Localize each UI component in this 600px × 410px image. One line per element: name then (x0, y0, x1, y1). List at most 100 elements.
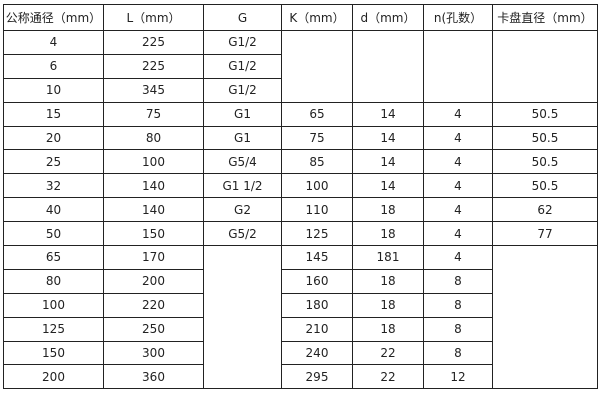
cell-length: 345 (103, 77, 204, 103)
cell-thread: G1 (203, 125, 282, 151)
header-d: d（mm） (352, 4, 424, 31)
cell-chuck-diameter: 62 (492, 197, 598, 223)
cell-holes: 4 (423, 149, 493, 175)
cell-nominal-diameter: 100 (3, 292, 104, 318)
header-row: 公称通径（mm） L（mm） G K（mm） d（mm） n(孔数） 卡盘直径（… (3, 4, 598, 31)
cell-nominal-diameter: 65 (3, 245, 104, 270)
cell-nominal-diameter: 200 (3, 364, 104, 390)
cell-nominal-diameter: 20 (3, 125, 104, 151)
header-holes: n(孔数） (423, 4, 493, 31)
table-row: 4 225 G1/2 (3, 30, 598, 103)
cell-length: 140 (103, 197, 204, 223)
cell-length: 150 (103, 221, 204, 247)
table-row: 65 170 145 181 4 (3, 245, 598, 390)
cell-d: 14 (352, 149, 424, 175)
cell-k: 240 (281, 340, 353, 366)
cell-holes: 8 (423, 268, 493, 294)
cell-holes: 4 (423, 101, 493, 127)
cell-d: 22 (352, 340, 424, 366)
cell-length: 225 (103, 30, 204, 55)
cell-length: 300 (103, 340, 204, 366)
cell-nominal-diameter: 25 (3, 149, 104, 175)
cell-chuck-diameter: 50.5 (492, 173, 598, 199)
cell-k-empty (281, 30, 353, 103)
table-row: 25 100 G5/4 85 14 4 50.5 (3, 149, 598, 175)
cell-length: 360 (103, 364, 204, 390)
cell-thread: G1 1/2 (203, 173, 282, 199)
table-row: 32 140 G1 1/2 100 14 4 50.5 (3, 173, 598, 199)
cell-d: 181 (352, 245, 424, 270)
cell-d-empty (352, 30, 424, 103)
cell-holes: 4 (423, 173, 493, 199)
header-nominal-diameter: 公称通径（mm） (3, 4, 104, 31)
cell-d: 18 (352, 316, 424, 342)
header-k: K（mm） (281, 4, 353, 31)
cell-d: 18 (352, 292, 424, 318)
cell-k: 110 (281, 197, 353, 223)
cell-nominal-diameter: 15 (3, 101, 104, 127)
cell-holes: 4 (423, 221, 493, 247)
cell-holes-empty (423, 30, 493, 103)
cell-holes: 4 (423, 197, 493, 223)
cell-d: 14 (352, 125, 424, 151)
cell-chuck-empty (492, 30, 598, 103)
table-row: 50 150 G5/2 125 18 4 77 (3, 221, 598, 247)
cell-nominal-diameter: 40 (3, 197, 104, 223)
cell-holes: 12 (423, 364, 493, 390)
table-row: 200 360 295 22 12 (3, 364, 598, 390)
cell-k: 210 (281, 316, 353, 342)
cell-thread: G1/2 (203, 30, 282, 55)
cell-length: 100 (103, 149, 204, 175)
cell-k: 125 (281, 221, 353, 247)
cell-thread: G1 (203, 101, 282, 127)
cell-chuck-diameter: 77 (492, 221, 598, 247)
header-thread: G (203, 4, 282, 31)
cell-k: 160 (281, 268, 353, 294)
cell-nominal-diameter: 6 (3, 53, 104, 79)
cell-holes: 4 (423, 125, 493, 151)
table-row: 150 300 240 22 8 (3, 340, 598, 366)
cell-thread: G5/4 (203, 149, 282, 175)
cell-k: 145 (281, 245, 353, 270)
cell-nominal-diameter: 32 (3, 173, 104, 199)
cell-nominal-diameter: 50 (3, 221, 104, 247)
cell-holes: 8 (423, 292, 493, 318)
table-row: 15 75 G1 65 14 4 50.5 (3, 101, 598, 127)
cell-thread: G1/2 (203, 77, 282, 103)
cell-length: 225 (103, 53, 204, 79)
cell-k: 75 (281, 125, 353, 151)
cell-d: 22 (352, 364, 424, 390)
cell-d: 18 (352, 197, 424, 223)
cell-k: 180 (281, 292, 353, 318)
cell-thread: G5/2 (203, 221, 282, 247)
cell-length: 140 (103, 173, 204, 199)
cell-thread: G1/2 (203, 53, 282, 79)
cell-nominal-diameter: 10 (3, 77, 104, 103)
cell-length: 170 (103, 245, 204, 270)
header-length: L（mm） (103, 4, 204, 31)
table-row: 40 140 G2 110 18 4 62 (3, 197, 598, 223)
spec-table: 公称通径（mm） L（mm） G K（mm） d（mm） n(孔数） 卡盘直径（… (3, 4, 598, 390)
cell-length: 75 (103, 101, 204, 127)
cell-d: 18 (352, 221, 424, 247)
header-chuck-diameter: 卡盘直径（mm） (492, 4, 598, 31)
cell-thread: G2 (203, 197, 282, 223)
cell-chuck-diameter: 50.5 (492, 125, 598, 151)
table-row: 20 80 G1 75 14 4 50.5 (3, 125, 598, 151)
cell-d: 14 (352, 173, 424, 199)
cell-length: 250 (103, 316, 204, 342)
cell-d: 18 (352, 268, 424, 294)
cell-length: 220 (103, 292, 204, 318)
cell-nominal-diameter: 150 (3, 340, 104, 366)
cell-k: 85 (281, 149, 353, 175)
cell-chuck-diameter: 50.5 (492, 101, 598, 127)
cell-d: 14 (352, 101, 424, 127)
cell-k: 100 (281, 173, 353, 199)
table-row: 80 200 160 18 8 (3, 268, 598, 294)
cell-nominal-diameter: 4 (3, 30, 104, 55)
cell-nominal-diameter: 80 (3, 268, 104, 294)
cell-length: 80 (103, 125, 204, 151)
cell-chuck-empty (492, 245, 598, 390)
table-row: 125 250 210 18 8 (3, 316, 598, 342)
cell-holes: 8 (423, 316, 493, 342)
